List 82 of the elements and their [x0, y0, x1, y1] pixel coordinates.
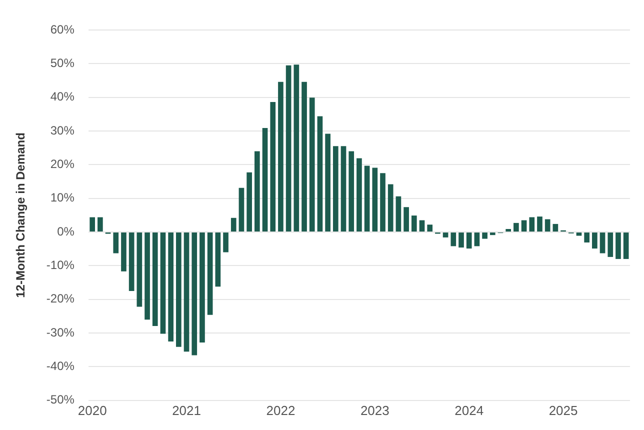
bar — [552, 224, 558, 232]
bar — [537, 216, 542, 232]
y-tick-label: -20% — [46, 292, 75, 306]
bar — [419, 220, 425, 232]
y-tick-label: 10% — [50, 190, 75, 205]
bar — [427, 224, 433, 232]
bar — [270, 102, 276, 232]
bar — [325, 134, 330, 232]
y-tick-label: 20% — [50, 157, 75, 172]
y-tick-label: 50% — [50, 56, 75, 70]
y-tick-label: 60% — [50, 22, 75, 36]
bar — [388, 184, 394, 232]
y-axis-title: 12-Month Change in Demand — [14, 132, 28, 298]
y-tick-label: -40% — [46, 359, 75, 374]
x-tick-label: 2024 — [454, 402, 484, 418]
bar — [302, 82, 307, 232]
bar — [442, 232, 448, 238]
bar — [490, 232, 496, 236]
bar — [404, 207, 409, 232]
x-tick-label: 2022 — [266, 402, 296, 418]
bar — [294, 64, 300, 232]
bar — [184, 232, 190, 352]
x-tick-label: 2020 — [78, 402, 107, 418]
bar — [98, 217, 103, 232]
y-tick-label: 0% — [57, 224, 75, 238]
bar — [529, 217, 535, 232]
y-tick-label: 30% — [50, 123, 75, 138]
x-tick-label: 2023 — [360, 402, 390, 418]
bar — [128, 232, 134, 291]
bar — [348, 151, 354, 232]
bar — [592, 232, 598, 249]
bar — [121, 232, 126, 272]
bar — [600, 232, 606, 254]
bar — [458, 232, 464, 248]
bar — [450, 232, 456, 246]
bar — [238, 188, 244, 232]
bar — [623, 232, 629, 259]
y-tick-label: -10% — [46, 258, 75, 272]
bar — [584, 232, 590, 242]
bar — [396, 196, 402, 232]
bar — [616, 232, 621, 259]
x-tick-label: 2025 — [548, 402, 578, 418]
bar — [608, 232, 614, 257]
bar — [286, 65, 292, 232]
bar — [482, 232, 488, 239]
bar — [411, 216, 417, 232]
bar — [544, 219, 550, 232]
bar — [113, 232, 119, 254]
y-tick-label: 40% — [50, 90, 75, 104]
bar — [152, 232, 158, 326]
bar — [144, 232, 150, 320]
bar — [192, 232, 198, 356]
y-tick-label: -30% — [46, 325, 75, 340]
bar — [176, 232, 182, 347]
x-tick-label: 2021 — [172, 402, 201, 418]
bar — [207, 232, 213, 315]
bar — [200, 232, 205, 342]
bar — [332, 146, 338, 232]
bar — [90, 217, 96, 232]
y-tick-label: -50% — [46, 392, 75, 407]
bar — [506, 229, 512, 232]
bar — [521, 220, 527, 232]
bar — [340, 146, 346, 232]
bar — [309, 98, 315, 232]
bar — [262, 128, 268, 232]
bar — [356, 158, 362, 232]
bar — [168, 232, 174, 342]
bar — [372, 168, 378, 232]
bar — [466, 232, 472, 249]
bar — [364, 166, 370, 232]
bar — [223, 232, 228, 252]
bar — [254, 151, 260, 232]
bar — [160, 232, 166, 334]
bar — [136, 232, 142, 307]
bar — [514, 222, 519, 232]
bar — [380, 173, 386, 232]
bar — [278, 82, 284, 232]
bar — [317, 116, 323, 232]
bar — [474, 232, 480, 246]
bar — [230, 218, 236, 232]
bar — [246, 172, 252, 232]
bar — [215, 232, 221, 287]
